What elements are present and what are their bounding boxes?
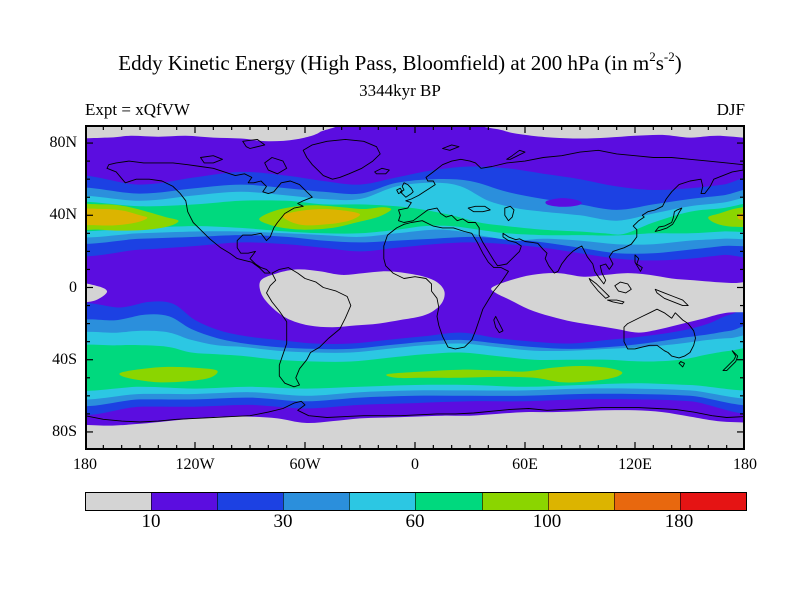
experiment-label: Expt = xQfVW xyxy=(85,100,190,119)
coastline-australia xyxy=(623,308,696,359)
chart-subtitle: 3344kyr BP xyxy=(359,81,441,100)
y-axis-label-0: 0 xyxy=(69,278,77,296)
colorbar-segment-2 xyxy=(217,493,284,510)
y-axis-label-40S: 40S xyxy=(52,350,77,368)
coastline-antarctica-coast xyxy=(85,400,745,423)
nh-purple-spot-central-asia xyxy=(545,198,582,207)
colorbar-segment-1 xyxy=(151,493,218,510)
coastline-victoria-island xyxy=(200,155,223,164)
season-label: DJF xyxy=(716,100,745,119)
x-axis-label-60E-60: 60E xyxy=(512,456,538,473)
colorbar-label-180: 180 xyxy=(664,511,694,532)
nh-yg-pacific-east xyxy=(708,206,745,227)
map-canvas xyxy=(85,125,745,450)
coastline-ellesmere-island xyxy=(242,138,266,149)
colorbar-label-10: 10 xyxy=(141,511,161,532)
colorbar-label-100: 100 xyxy=(532,511,562,532)
title-superscript: -2 xyxy=(663,49,675,64)
x-axis-label-60W--60: 60W xyxy=(289,456,321,473)
sh-yg-pacific xyxy=(119,366,218,383)
contour-map xyxy=(85,125,745,450)
colorbar xyxy=(85,492,747,511)
coastline-ireland xyxy=(396,187,403,195)
coastline-sumatra xyxy=(588,278,610,299)
coastline-caspian-sea xyxy=(504,205,515,222)
x-axis-label-0-0: 0 xyxy=(411,456,419,473)
coastline-united-kingdom xyxy=(399,182,414,198)
x-axis-label-180-180: 180 xyxy=(733,456,757,473)
coastline-greenland xyxy=(302,138,381,180)
colorbar-segment-5 xyxy=(415,493,482,510)
x-axis-label-120W--120: 120W xyxy=(175,456,215,473)
y-axis-label-40N: 40N xyxy=(49,206,77,224)
colorbar-segment-0 xyxy=(86,493,152,510)
colorbar-label-60: 60 xyxy=(405,511,425,532)
y-axis-label-80S: 80S xyxy=(52,422,77,440)
colorbar-segment-7 xyxy=(547,493,614,510)
coastline-africa xyxy=(383,220,509,350)
colorbar-segment-6 xyxy=(481,493,548,510)
colorbar-segment-3 xyxy=(283,493,350,510)
coastline-black-sea xyxy=(467,205,491,213)
title-text: Eddy Kinetic Energy (High Pass, Bloomfie… xyxy=(118,51,650,75)
coastline-baffin-island xyxy=(264,157,288,175)
coastline-svalbard xyxy=(442,144,460,151)
antarctic-gray xyxy=(85,410,745,450)
title-text: s xyxy=(655,51,664,75)
title-text: ) xyxy=(674,51,682,75)
arctic-gray-cap-east xyxy=(474,125,745,139)
coastline-south-america xyxy=(266,267,352,388)
coastline-iceland xyxy=(374,167,390,175)
y-axis-label-80N: 80N xyxy=(49,134,77,152)
colorbar-segment-8 xyxy=(613,493,680,510)
coastline-madagascar xyxy=(493,315,504,334)
colorbar-segment-4 xyxy=(349,493,416,510)
colorbar-label-30: 30 xyxy=(273,511,293,532)
chart-title: Eddy Kinetic Energy (High Pass, Bloomfie… xyxy=(0,49,800,76)
coastline-new-guinea xyxy=(654,288,689,307)
coastline-north-america xyxy=(106,160,313,274)
coastline-java xyxy=(607,299,625,305)
coastline-japan xyxy=(654,207,683,232)
sh-yg-indian xyxy=(386,366,623,383)
title-superscript: 2 xyxy=(649,49,656,64)
coastline-philippines xyxy=(634,254,643,272)
nh-gold-atlantic xyxy=(282,209,361,226)
coastline-novaya-zemlya xyxy=(506,149,526,160)
x-axis-label-120E-120: 120E xyxy=(618,456,652,473)
coastline-eurasia xyxy=(398,149,744,285)
colorbar-segment-9 xyxy=(679,493,746,510)
plot-border xyxy=(85,125,745,450)
x-axis-label-180--180: 180 xyxy=(73,456,97,473)
arctic-gray-cap-west xyxy=(85,125,340,142)
coastline-new-zealand xyxy=(722,350,739,372)
coastline-tasmania xyxy=(678,361,685,368)
nh-gold-pacific xyxy=(85,208,148,226)
nh-band-ge60 xyxy=(85,200,745,236)
coastline-borneo xyxy=(614,281,632,294)
equatorial-gray-atlantic-africa xyxy=(259,269,445,328)
